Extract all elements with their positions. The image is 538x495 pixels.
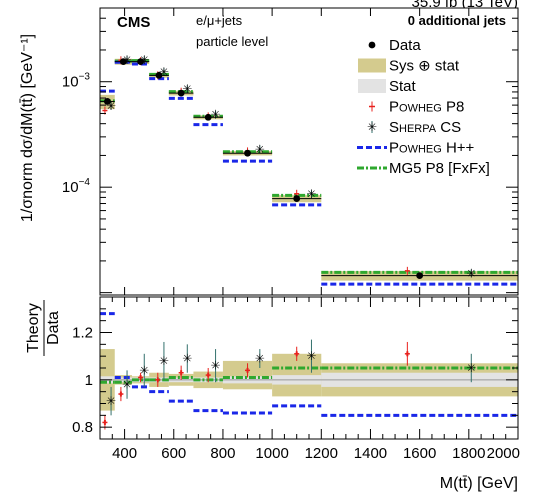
experiment-label: CMS	[117, 14, 150, 31]
ratio-xtick-label: 2000	[487, 445, 520, 462]
top-ytick-exponent: −4	[79, 177, 91, 188]
category-label: 0 additional jets	[408, 13, 506, 28]
ratio-xtick-label: 600	[161, 445, 186, 462]
top-frame-bg	[100, 8, 518, 295]
sherpa-ratio-marker: ✳	[182, 352, 192, 366]
sherpa-top-marker: ✳	[306, 187, 316, 201]
data-point	[103, 98, 111, 105]
ratio-xtick-label: 1800	[452, 445, 485, 462]
legend-label: Stat	[389, 78, 417, 95]
legend-label-rest: CS	[436, 119, 461, 136]
sherpa-ratio-marker: ✳	[306, 349, 316, 363]
sherpa-top-marker: ✳	[211, 108, 221, 122]
ratio-model-points: ✳ ✳ ✳ ✳ ✳ ✳ ✳ ✳ ✳	[102, 339, 476, 430]
data-point	[155, 71, 163, 79]
ratio-ylabel: Theory Data	[25, 300, 62, 356]
sherpa-ratio-marker: ✳	[159, 354, 169, 368]
legend-sys_stat-swatch	[358, 58, 386, 73]
ratio-frame	[99, 296, 519, 440]
legend-label-smallcaps: HERPA	[399, 123, 437, 135]
legend-label-initial: P	[389, 140, 399, 157]
ratio-ylabel-den: Data	[45, 311, 62, 345]
legend-stat-swatch	[358, 79, 386, 93]
legend-label: Data	[389, 37, 421, 54]
top-ylabel-text: 1/σnorm dσ/dM(tt̄) [GeV⁻¹]	[19, 34, 36, 222]
ratio-xtick-label: 400	[112, 445, 137, 462]
data-point	[119, 58, 127, 66]
xaxis-label: M(tt̄) [GeV]	[440, 475, 518, 492]
top-ytick-label: 10−4	[62, 177, 91, 196]
ratio-ytick-label: 1.2	[72, 325, 93, 342]
sherpa-top-marker: ✳	[182, 82, 192, 96]
ratio-ytick-label: 1	[85, 372, 93, 389]
legend-label-rest: P8	[442, 99, 465, 116]
top-frame	[99, 7, 519, 296]
luminosity-label: 35.9 fb (13 TeV)	[412, 0, 518, 11]
ratio-xtick-label: 800	[210, 445, 235, 462]
legend-data-marker	[368, 41, 376, 49]
ratio-xtick-label: 1000	[255, 445, 288, 462]
ratio-model-lines	[100, 312, 518, 417]
ratio-ytick-label: 0.8	[72, 419, 93, 436]
ratio-xtick-label: 1200	[305, 445, 338, 462]
top-ytick-exponent: −3	[79, 72, 91, 83]
sherpa-top-marker: ✳	[122, 53, 132, 67]
data-point	[244, 149, 251, 157]
ratio-xtick-label: 1400	[354, 445, 387, 462]
sherpa-ratio-marker: ✳	[211, 359, 221, 373]
sherpa-ratio-marker: ✳	[106, 394, 116, 408]
sherpa-ratio-marker: ✳	[122, 378, 132, 392]
legend-sherpa-marker: ✳	[367, 120, 377, 134]
channel-label: e/μ+jets	[196, 13, 243, 28]
data-point	[204, 113, 212, 121]
top-data-points	[100, 58, 518, 280]
ratio-panel: ✳ ✳ ✳ ✳ ✳ ✳ ✳ ✳ ✳ 0.8 1 1.2 400 600 800 1000 1200 1400 16…	[25, 296, 520, 492]
top-panel: ✳ ✳ ✳ ✳ ✳ ✳ ✳ ✳ ✳ 10−3 10−4 CMS e/μ+jets particle…	[19, 7, 519, 296]
sherpa-top-marker: ✳	[106, 99, 116, 113]
data-point	[137, 58, 144, 66]
legend-label-initial: P	[389, 99, 399, 116]
sherpa-ratio-marker: ✳	[139, 363, 149, 377]
sherpa-top-marker: ✳	[255, 142, 265, 156]
level-label: particle level	[196, 34, 268, 49]
legend-label: POWHEG P8	[389, 99, 464, 116]
legend-label: Sys ⊕ stat	[389, 58, 460, 75]
ratio-axes: 0.8 1 1.2 400 600 800 1000 1200 1400 1600 1800 2000	[72, 297, 520, 462]
legend-label: MG5 P8 [FxFx]	[389, 160, 490, 177]
legend-label-initial: S	[389, 119, 399, 136]
legend-label: SHERPA CS	[389, 119, 461, 136]
legend-label-smallcaps: OWHEG	[399, 144, 442, 156]
data-point	[416, 272, 424, 280]
top-ylabel: 1/σnorm dσ/dM(tt̄) [GeV⁻¹]	[19, 34, 36, 222]
sherpa-top-marker: ✳	[466, 266, 476, 280]
data-point	[293, 195, 301, 202]
legend-label-smallcaps: OWHEG	[399, 103, 442, 115]
ratio-ylabel-num: Theory	[25, 303, 42, 353]
ratio-xtick-label: 1600	[403, 445, 436, 462]
data-point	[177, 89, 185, 97]
legend-label-rest: H++	[442, 140, 475, 157]
legend-label: POWHEG H++	[389, 140, 475, 157]
top-ytick-label: 10−3	[62, 72, 91, 91]
sherpa-ratio-marker: ✳	[466, 361, 476, 375]
sherpa-ratio-marker: ✳	[255, 352, 265, 366]
sherpa-top-marker: ✳	[159, 65, 169, 79]
sherpa-top-marker: ✳	[139, 53, 149, 67]
